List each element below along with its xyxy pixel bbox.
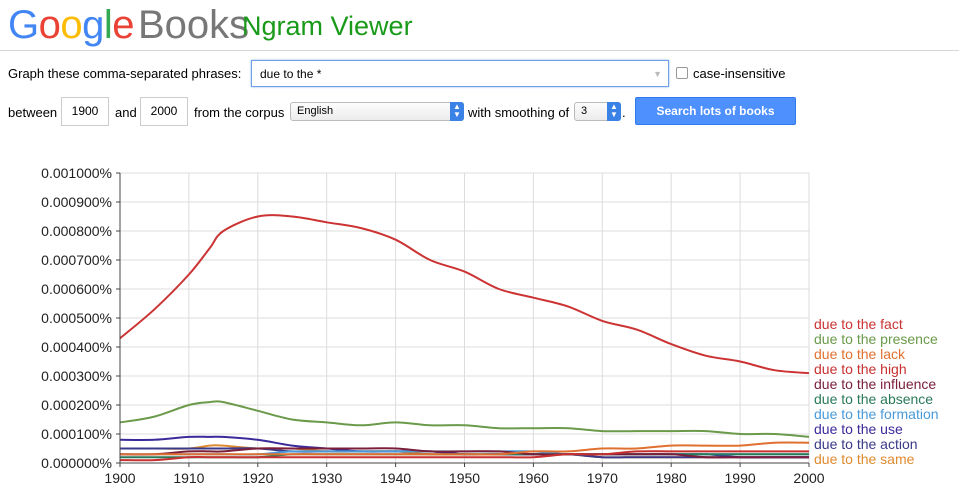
x-tick-label: 1900 xyxy=(104,470,135,486)
series-line[interactable] xyxy=(119,214,810,375)
x-tick-label: 1960 xyxy=(518,470,549,486)
legend-entry[interactable]: due to the lack xyxy=(814,346,906,362)
x-tick-label: 1980 xyxy=(656,470,687,486)
books-logo-text: Books xyxy=(138,3,250,47)
logo-letter: o xyxy=(60,3,83,47)
y-tick-label: 0.000800% xyxy=(41,223,112,239)
query-input[interactable]: due to the * ▼ xyxy=(251,60,669,87)
y-tick-label: 0.000600% xyxy=(41,281,112,297)
legend-entry[interactable]: due to the use xyxy=(814,421,903,437)
smoothing-select[interactable]: 3 ▲ ▼ xyxy=(574,102,621,121)
logo-letter: e xyxy=(112,3,135,47)
chart-axes: 0.000000% 0.000100% 0.000200% 0.000300% 0.00… xyxy=(41,165,825,486)
corpus-value: English xyxy=(297,105,334,117)
chart-grid xyxy=(119,172,810,464)
legend-entry[interactable]: due to the high xyxy=(814,361,907,377)
query-value: due to the * xyxy=(260,67,322,81)
logo-letter: o xyxy=(38,3,61,47)
y-tick-label: 0.000900% xyxy=(41,194,112,210)
x-tick-label: 1910 xyxy=(173,470,204,486)
chart-series xyxy=(119,214,810,462)
end-year-input[interactable]: 2000 xyxy=(140,97,188,126)
search-button[interactable]: Search lots of books xyxy=(635,97,796,125)
start-year-input[interactable]: 1900 xyxy=(61,97,109,126)
series-line[interactable] xyxy=(120,441,810,456)
logo-letter: g xyxy=(82,3,104,47)
legend-entry[interactable]: due to the absence xyxy=(814,391,933,407)
y-tick-label: 0.001000% xyxy=(41,165,112,181)
legend-entry[interactable]: due to the action xyxy=(814,436,918,452)
x-tick-label: 1920 xyxy=(242,470,273,486)
series-line[interactable] xyxy=(119,450,809,462)
and-label: and xyxy=(115,105,137,120)
case-insensitive-label: case-insensitive xyxy=(693,66,786,81)
between-label: between xyxy=(8,105,58,120)
y-tick-label: 0.000100% xyxy=(41,426,112,442)
smoothing-value: 3 xyxy=(581,105,588,117)
y-tick-label: 0.000000% xyxy=(41,455,112,471)
legend-entry[interactable]: due to the presence xyxy=(814,331,938,347)
x-tick-label: 1950 xyxy=(449,470,480,486)
header: Google Books Ngram Viewer xyxy=(0,0,959,51)
series-line[interactable] xyxy=(119,400,810,438)
x-tick-label: 1990 xyxy=(725,470,756,486)
select-arrows-icon: ▲ ▼ xyxy=(607,102,621,121)
series-line[interactable] xyxy=(119,447,809,459)
x-tick-label: 1970 xyxy=(587,470,618,486)
y-tick-label: 0.000400% xyxy=(41,339,112,355)
y-tick-label: 0.000300% xyxy=(41,368,112,384)
phrase-label: Graph these comma-separated phrases: xyxy=(8,66,242,81)
app-title: Ngram Viewer xyxy=(242,11,413,41)
case-insensitive-checkbox[interactable] xyxy=(676,67,688,79)
y-tick-label: 0.000200% xyxy=(41,397,112,413)
dropdown-arrow-icon[interactable]: ▼ xyxy=(653,69,662,79)
period-text: . xyxy=(622,105,626,120)
smoothing-label: with smoothing of xyxy=(468,105,570,120)
legend-entry[interactable]: due to the fact xyxy=(814,316,903,332)
legend-entry[interactable]: due to the formation xyxy=(814,406,939,422)
logo-letter: l xyxy=(103,3,113,47)
x-tick-label: 1940 xyxy=(380,470,411,486)
legend-entry[interactable]: due to the influence xyxy=(814,376,936,392)
logo-letter: G xyxy=(8,3,39,47)
select-arrows-icon: ▲ ▼ xyxy=(450,102,464,121)
google-logo[interactable]: Google xyxy=(8,2,135,48)
y-tick-label: 0.000700% xyxy=(41,252,112,268)
x-tick-label: 1930 xyxy=(311,470,342,486)
x-tick-label: 2000 xyxy=(793,470,824,486)
legend-entry[interactable]: due to the same xyxy=(814,451,915,467)
corpus-label: from the corpus xyxy=(194,105,285,120)
y-tick-label: 0.000500% xyxy=(41,310,112,326)
corpus-select[interactable]: English ▲ ▼ xyxy=(290,102,464,121)
